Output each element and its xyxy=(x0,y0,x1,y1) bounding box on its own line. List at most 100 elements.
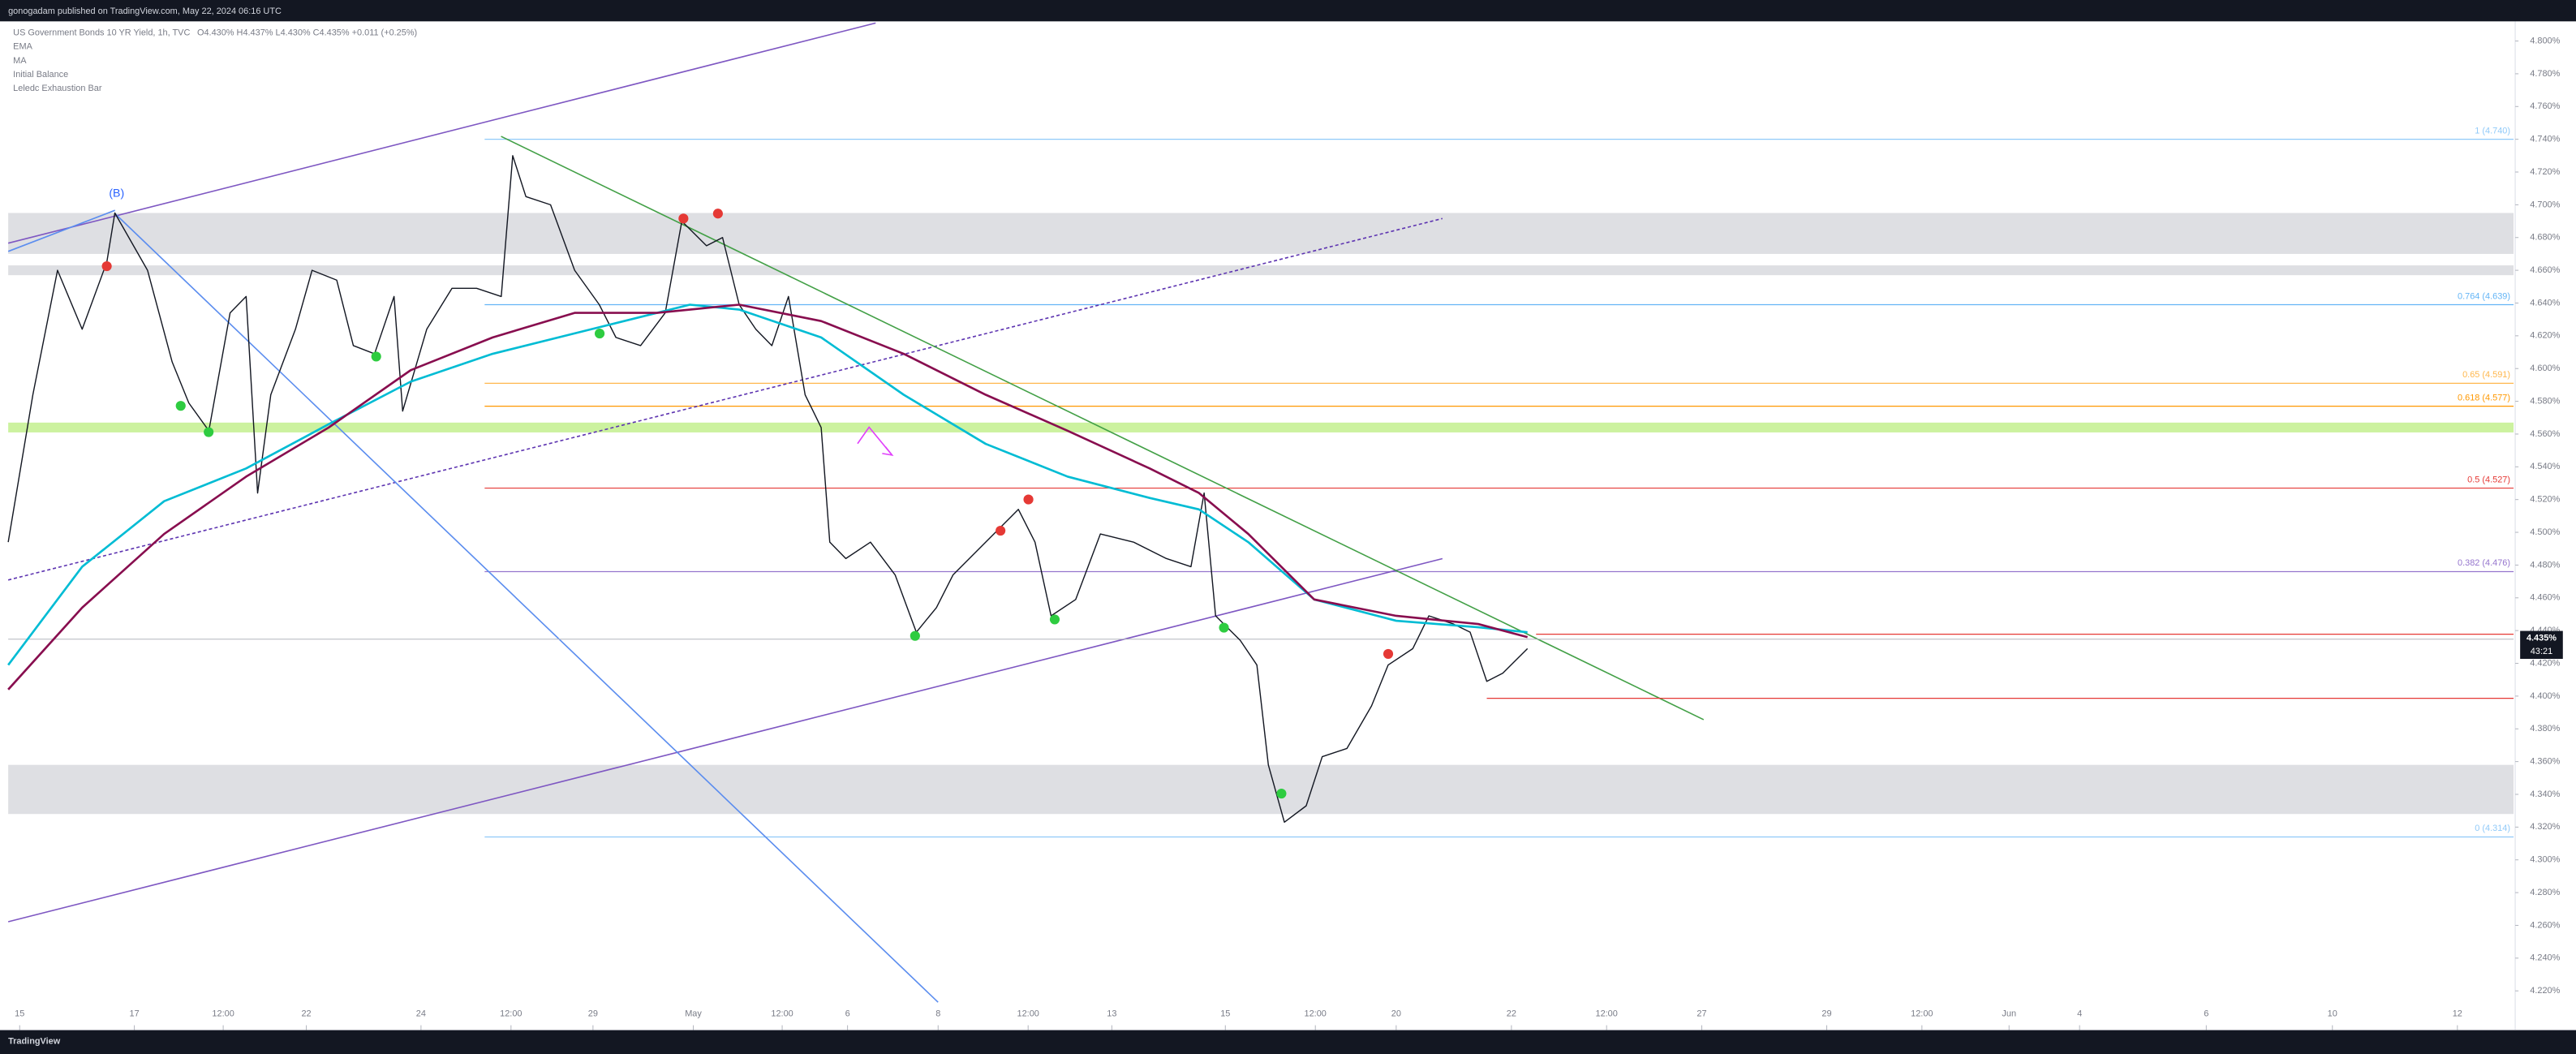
y-tick-label: 4.500% xyxy=(2530,527,2560,537)
y-tick-label: 4.340% xyxy=(2530,789,2560,799)
indicator-line xyxy=(7,303,1528,666)
green-dot xyxy=(595,328,605,339)
x-tick-label: 22 xyxy=(301,1009,311,1018)
y-tick-label: 4.760% xyxy=(2530,101,2560,111)
x-tick-label: 12:00 xyxy=(1596,1009,1618,1018)
red-dot xyxy=(678,213,689,224)
y-tick-label: 4.380% xyxy=(2530,724,2560,733)
fib-label: 1 (4.740) xyxy=(2475,126,2510,136)
x-tick-label: 29 xyxy=(588,1009,598,1018)
y-tick-label: 4.300% xyxy=(2530,855,2560,865)
trend-line xyxy=(7,217,1443,581)
legend-entry: MA xyxy=(13,56,27,66)
y-tick-label: 4.660% xyxy=(2530,265,2560,275)
y-tick-label: 4.360% xyxy=(2530,757,2560,767)
last-price-label: 4.435% xyxy=(2527,634,2557,643)
y-tick-label: 4.260% xyxy=(2530,920,2560,930)
y-tick-label: 4.640% xyxy=(2530,298,2560,308)
x-tick-label: 8 xyxy=(935,1009,940,1018)
x-tick-label: 4 xyxy=(2077,1009,2082,1018)
arrow-head xyxy=(882,446,894,457)
fib-label: 0.5 (4.527) xyxy=(2467,475,2510,484)
x-tick-label: May xyxy=(685,1009,702,1018)
x-tick-label: 6 xyxy=(2204,1009,2208,1018)
wave-label: (B) xyxy=(109,187,124,200)
x-tick-label: Jun xyxy=(2002,1009,2016,1018)
green-dot xyxy=(910,630,920,641)
x-tick-label: 13 xyxy=(1107,1009,1116,1018)
footer-logo[interactable]: TradingView xyxy=(8,1037,61,1047)
trend-line xyxy=(114,213,939,1003)
trend-line xyxy=(501,136,1705,721)
x-tick-label: 17 xyxy=(130,1009,140,1018)
green-dot xyxy=(204,427,214,437)
y-tick-label: 4.780% xyxy=(2530,69,2560,79)
y-tick-label: 4.460% xyxy=(2530,593,2560,603)
x-tick-label: 12:00 xyxy=(1017,1009,1039,1018)
y-tick-label: 4.220% xyxy=(2530,986,2560,996)
y-tick-label: 4.580% xyxy=(2530,396,2560,406)
green-dot xyxy=(1219,622,1229,633)
y-tick-label: 4.680% xyxy=(2530,233,2560,243)
zone xyxy=(8,422,2514,432)
x-tick-label: 12:00 xyxy=(500,1009,522,1018)
legend-entry: EMA xyxy=(13,42,32,52)
fib-label: 0.382 (4.476) xyxy=(2458,558,2510,568)
x-tick-label: 15 xyxy=(1220,1009,1230,1018)
header-bar xyxy=(0,0,2576,22)
trend-line xyxy=(7,22,876,244)
exhaustion-markers xyxy=(101,209,1394,799)
last-price: 4.435% 43:21 xyxy=(2520,630,2563,660)
legend: EMA MA Initial Balance Leledc Exhaustion Ba… xyxy=(13,42,102,94)
green-dot xyxy=(175,401,186,411)
green-dot xyxy=(371,351,381,362)
x-tick-label: 12 xyxy=(2453,1009,2462,1018)
x-tick-label: 15 xyxy=(15,1009,24,1018)
x-tick-label: 12:00 xyxy=(771,1009,793,1018)
red-dot xyxy=(712,209,723,219)
legend-entry: Initial Balance xyxy=(13,70,68,80)
trend-line xyxy=(7,557,1443,923)
x-tick-label: 27 xyxy=(1697,1009,1706,1018)
trend-line xyxy=(7,209,116,252)
x-tick-label: 22 xyxy=(1507,1009,1516,1018)
y-tick-label: 4.800% xyxy=(2530,36,2560,45)
y-tick-label: 4.280% xyxy=(2530,888,2560,897)
fib-label: 0.764 (4.639) xyxy=(2458,291,2510,301)
red-dot xyxy=(1023,494,1034,505)
fib-label: 0.618 (4.577) xyxy=(2458,393,2510,402)
x-tick-label: 20 xyxy=(1391,1009,1401,1018)
zones xyxy=(8,213,2514,815)
symbol-title: US Government Bonds 10 YR Yield, 1h, TVC xyxy=(13,28,190,37)
red-dot xyxy=(996,525,1006,536)
x-tick-label: 12:00 xyxy=(1305,1009,1327,1018)
y-tick-label: 4.600% xyxy=(2530,364,2560,373)
x-tick-label: 12:00 xyxy=(212,1009,234,1018)
zone xyxy=(8,265,2514,276)
y-tick-label: 4.620% xyxy=(2530,331,2560,341)
x-tick-label: 24 xyxy=(416,1009,426,1018)
x-tick-label: 6 xyxy=(845,1009,850,1018)
zone xyxy=(8,213,2514,254)
price-line xyxy=(7,155,1529,824)
red-dot xyxy=(1383,648,1394,660)
fib-label: 0 (4.314) xyxy=(2475,824,2510,833)
axes: 4.220% 4.240% 4.260% 4.280% 4.300% 4.320% 4.34… xyxy=(15,36,2561,1030)
header-text: gonogadam published on TradingView.com, … xyxy=(8,6,282,16)
x-tick-label: 12:00 xyxy=(1911,1009,1933,1018)
red-dot xyxy=(101,260,112,272)
footer-bar xyxy=(0,1030,2576,1054)
y-tick-label: 4.740% xyxy=(2530,135,2560,144)
y-tick-label: 4.720% xyxy=(2530,167,2560,177)
y-tick-label: 4.320% xyxy=(2530,822,2560,832)
legend-entry: Leledc Exhaustion Bar xyxy=(13,84,102,93)
green-dot xyxy=(1049,614,1060,625)
y-tick-label: 4.400% xyxy=(2530,691,2560,701)
drawings xyxy=(7,22,2514,1003)
y-tick-label: 4.480% xyxy=(2530,560,2560,570)
ohlc: O4.430% H4.437% L4.430% C4.435% +0.011 (… xyxy=(197,28,417,37)
series xyxy=(7,155,1529,824)
